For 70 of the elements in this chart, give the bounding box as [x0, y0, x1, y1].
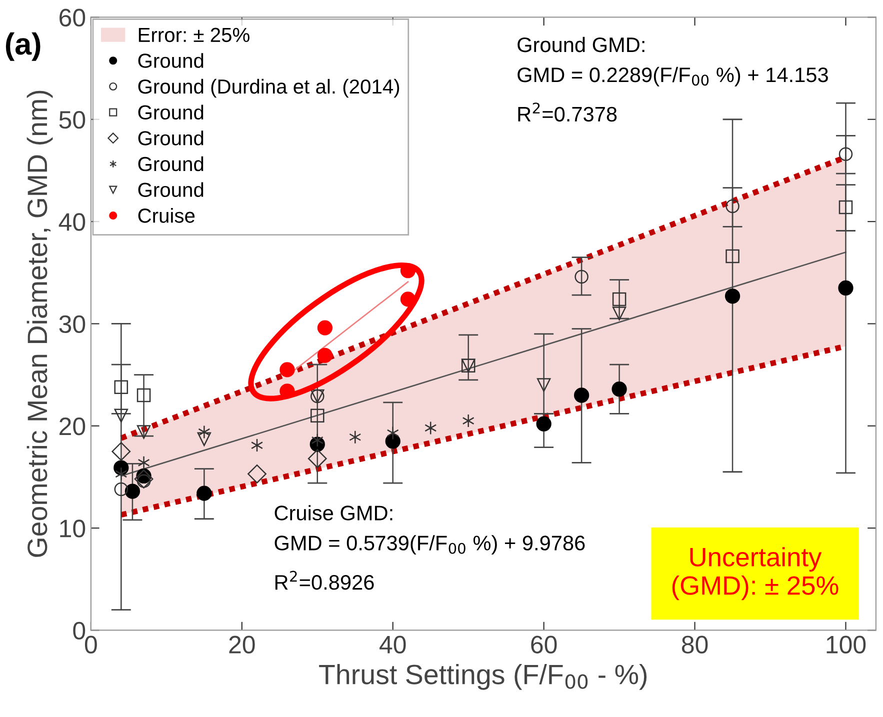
point [136, 388, 151, 402]
annotation: Cruise GMD: [274, 505, 392, 520]
point [612, 382, 627, 397]
y-tick-label: 60 [60, 8, 86, 27]
y-tick-label: 50 [59, 110, 86, 129]
legend-label: Ground [138, 182, 204, 197]
annotation: R$^{2}$=0.7378 [518, 102, 617, 122]
point [317, 348, 333, 363]
annotation: Ground GMD: [518, 36, 644, 52]
point [574, 270, 588, 284]
x-tick-label: 80 [682, 636, 708, 654]
point [838, 200, 853, 214]
point [838, 147, 853, 161]
annotation: GMD = 0.5739(F/F$_{00}$ %) + 9.9786 [274, 535, 585, 555]
legend-label: Ground [138, 53, 204, 68]
x-axis-title: Thrust Settings (F/F$_{00}$ - %) [319, 664, 647, 690]
point [114, 482, 128, 496]
point [536, 416, 552, 432]
point [612, 306, 626, 320]
point [112, 442, 131, 461]
point [114, 408, 128, 423]
point [248, 464, 266, 484]
point [198, 425, 210, 439]
point [114, 380, 128, 394]
text: (a) [6, 32, 40, 61]
annotation: R$^{2}$=0.8926 [275, 570, 374, 590]
y-axis-title: Geometric Mean Diameter, GMD (nm) [26, 90, 53, 557]
point [726, 199, 740, 214]
point [612, 292, 626, 306]
point [250, 438, 264, 452]
legend-label: Cruise [138, 208, 195, 223]
x-tick-label: 20 [229, 636, 255, 654]
y-tick-label: 30 [59, 315, 86, 334]
point [134, 470, 154, 488]
legend-label: Ground [138, 130, 204, 146]
point [462, 414, 474, 428]
x-tick-label: 0 [84, 636, 97, 654]
point [138, 456, 150, 470]
x-tick-label: 60 [531, 636, 557, 654]
point [724, 288, 740, 304]
point [424, 421, 437, 435]
point [196, 486, 212, 501]
point [536, 378, 551, 392]
point [349, 430, 362, 444]
legend-label: Ground (Durdina et al. (2014) [138, 78, 400, 98]
y-tick-label: 20 [60, 418, 86, 436]
point [726, 249, 740, 264]
y-tick-label: 0 [73, 622, 86, 640]
point [386, 426, 399, 440]
point [311, 433, 324, 448]
point [197, 432, 212, 446]
y-tick-label: 40 [58, 213, 86, 231]
point [115, 467, 128, 481]
x-tick-label: 100 [826, 636, 866, 654]
point [308, 449, 327, 468]
point [136, 425, 151, 439]
annotation: Uncertainty (GMD): ± 25% [672, 547, 838, 600]
point [317, 320, 333, 336]
point [385, 434, 400, 449]
point [280, 362, 295, 378]
point [310, 408, 324, 423]
legend-label: Ground [138, 156, 204, 172]
y-tick-label: 10 [60, 520, 86, 538]
legend-label: Error: ± 25% [138, 28, 250, 42]
legend-label: Ground [138, 104, 204, 120]
point [838, 280, 854, 296]
x-tick-label: 40 [380, 636, 406, 654]
annotation: GMD = 0.2289(F/F$_{00}$ %) + 14.153 [518, 66, 828, 86]
point [124, 484, 140, 499]
point [574, 388, 590, 403]
